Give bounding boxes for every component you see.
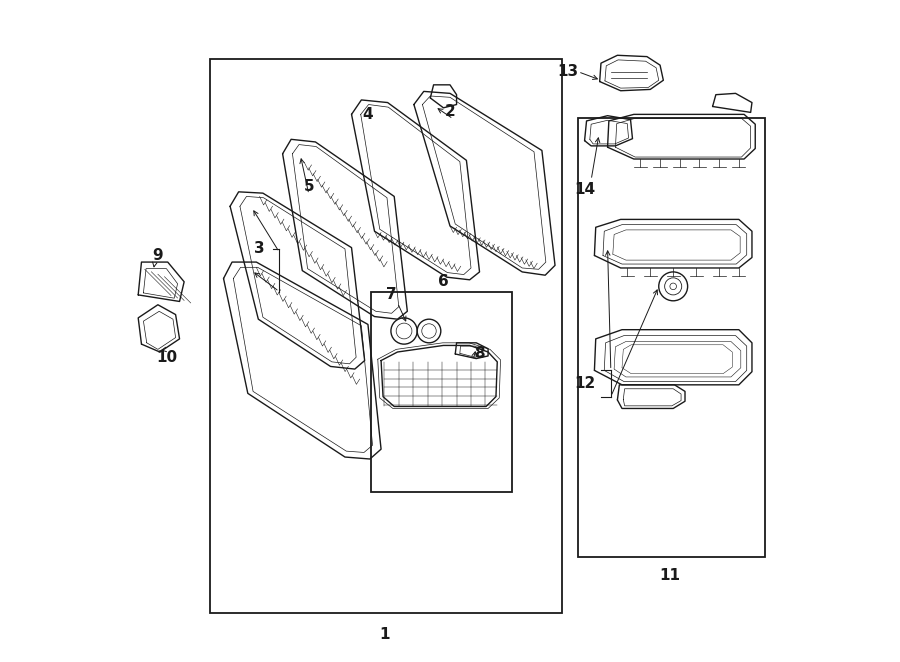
Text: 14: 14 bbox=[574, 182, 595, 197]
Text: 11: 11 bbox=[660, 568, 680, 583]
Text: 8: 8 bbox=[474, 346, 485, 361]
Text: 12: 12 bbox=[574, 376, 595, 391]
Bar bbox=[211, 58, 562, 613]
Text: 3: 3 bbox=[255, 242, 265, 256]
Text: 2: 2 bbox=[445, 103, 455, 118]
Text: 5: 5 bbox=[303, 179, 314, 194]
Bar bbox=[371, 292, 512, 492]
Text: 6: 6 bbox=[438, 274, 449, 289]
Bar bbox=[578, 118, 765, 557]
Text: 10: 10 bbox=[156, 350, 177, 365]
Text: 7: 7 bbox=[385, 287, 396, 303]
Text: 1: 1 bbox=[379, 627, 390, 641]
Text: 9: 9 bbox=[153, 248, 163, 263]
Text: 13: 13 bbox=[558, 64, 579, 79]
Text: 4: 4 bbox=[363, 107, 374, 122]
